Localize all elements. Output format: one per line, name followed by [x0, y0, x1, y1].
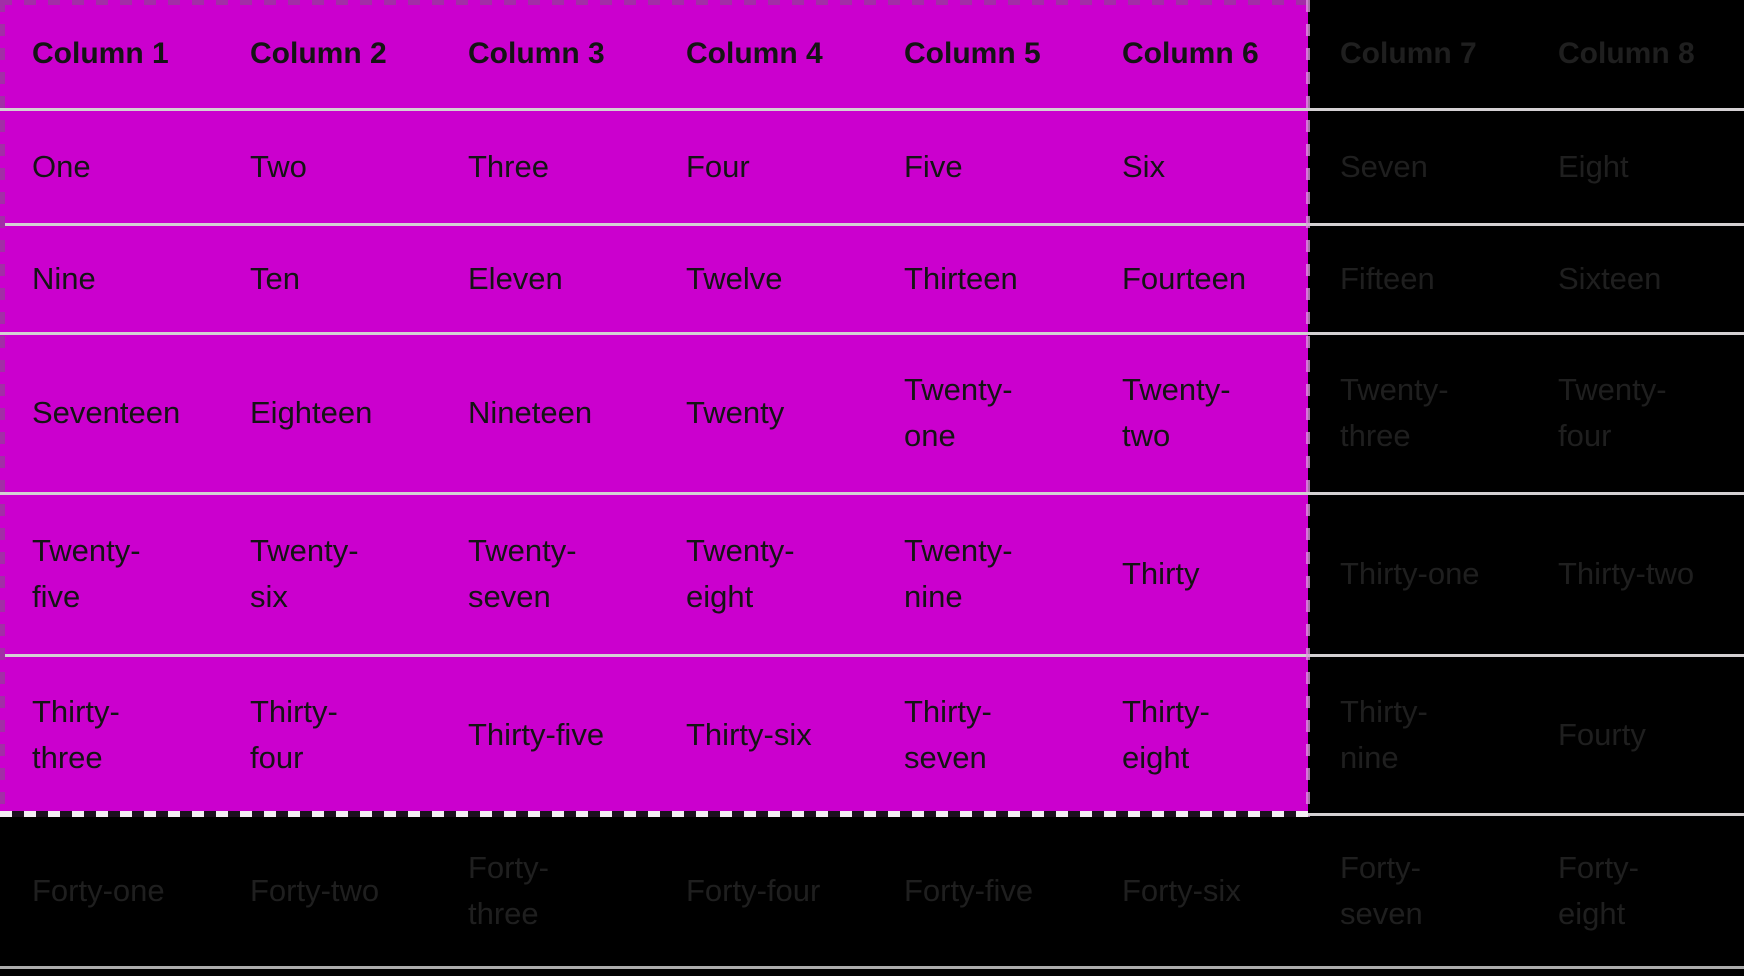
column-header[interactable]: Column 8: [1526, 0, 1744, 109]
table-cell[interactable]: Forty- three: [436, 812, 654, 969]
table-cell[interactable]: Thirty- seven: [872, 653, 1090, 814]
table-cell[interactable]: Six: [1090, 107, 1308, 224]
table-cell[interactable]: Thirty-two: [1526, 491, 1744, 655]
table-cell[interactable]: Seventeen: [0, 331, 218, 493]
table-cell[interactable]: Forty-six: [1090, 812, 1308, 969]
table-cell[interactable]: Twenty- five: [0, 491, 218, 655]
table-cell[interactable]: Thirty- eight: [1090, 653, 1308, 814]
column-header[interactable]: Column 2: [218, 0, 436, 109]
table-cell[interactable]: Twenty- seven: [436, 491, 654, 655]
table-cell[interactable]: Twenty- eight: [654, 491, 872, 655]
column-header[interactable]: Column 4: [654, 0, 872, 109]
table-cell[interactable]: Thirty-five: [436, 653, 654, 814]
table-row: Forty-one Forty-two Forty- three Forty-f…: [0, 812, 1744, 969]
table-cell[interactable]: Thirty-one: [1308, 491, 1526, 655]
table-cell[interactable]: Two: [218, 107, 436, 224]
table-row: Seventeen Eighteen Nineteen Twenty Twent…: [0, 331, 1744, 493]
table-cell[interactable]: Fifteen: [1308, 222, 1526, 333]
table-cell[interactable]: Sixteen: [1526, 222, 1744, 333]
table-cell[interactable]: Twenty- two: [1090, 331, 1308, 493]
table-cell[interactable]: Twenty: [654, 331, 872, 493]
table-cell[interactable]: Thirteen: [872, 222, 1090, 333]
table-cell[interactable]: Eighteen: [218, 331, 436, 493]
table-cell[interactable]: Fourteen: [1090, 222, 1308, 333]
table-cell[interactable]: Eight: [1526, 107, 1744, 224]
table-cell[interactable]: Twenty- three: [1308, 331, 1526, 493]
column-header[interactable]: Column 6: [1090, 0, 1308, 109]
table-cell[interactable]: Seven: [1308, 107, 1526, 224]
table-cell[interactable]: Twenty- four: [1526, 331, 1744, 493]
table-cell[interactable]: One: [0, 107, 218, 224]
table-cell[interactable]: Forty-five: [872, 812, 1090, 969]
column-header[interactable]: Column 7: [1308, 0, 1526, 109]
table-cell[interactable]: Three: [436, 107, 654, 224]
table-cell[interactable]: Forty-two: [218, 812, 436, 969]
table-cell[interactable]: Thirty- nine: [1308, 653, 1526, 814]
table-cell[interactable]: Four: [654, 107, 872, 224]
header-row: Column 1 Column 2 Column 3 Column 4 Colu…: [0, 0, 1744, 109]
table-cell[interactable]: Nineteen: [436, 331, 654, 493]
table-cell[interactable]: Twenty- one: [872, 331, 1090, 493]
table-cell[interactable]: Forty- eight: [1526, 812, 1744, 969]
table-cell[interactable]: Twenty- six: [218, 491, 436, 655]
table-cell[interactable]: Forty-one: [0, 812, 218, 969]
table-cell[interactable]: Fourty: [1526, 653, 1744, 814]
column-header[interactable]: Column 5: [872, 0, 1090, 109]
table-cell[interactable]: Twenty- nine: [872, 491, 1090, 655]
table-cell[interactable]: Forty-four: [654, 812, 872, 969]
table-cell[interactable]: Eleven: [436, 222, 654, 333]
table-cell[interactable]: Thirty- three: [0, 653, 218, 814]
table-cell[interactable]: Forty- seven: [1308, 812, 1526, 969]
table-cell[interactable]: Thirty-six: [654, 653, 872, 814]
column-header[interactable]: Column 3: [436, 0, 654, 109]
table-cell[interactable]: Five: [872, 107, 1090, 224]
table-row: Twenty- five Twenty- six Twenty- seven T…: [0, 491, 1744, 655]
table-row: Thirty- three Thirty- four Thirty-five T…: [0, 653, 1744, 814]
table-cell[interactable]: Thirty- four: [218, 653, 436, 814]
table-cell[interactable]: Nine: [0, 222, 218, 333]
table-row: One Two Three Four Five Six Seven Eight: [0, 107, 1744, 224]
table-cell[interactable]: Ten: [218, 222, 436, 333]
table-row: Nine Ten Eleven Twelve Thirteen Fourteen…: [0, 222, 1744, 333]
table-cell[interactable]: Twelve: [654, 222, 872, 333]
column-header[interactable]: Column 1: [0, 0, 218, 109]
table-cell[interactable]: Thirty: [1090, 491, 1308, 655]
